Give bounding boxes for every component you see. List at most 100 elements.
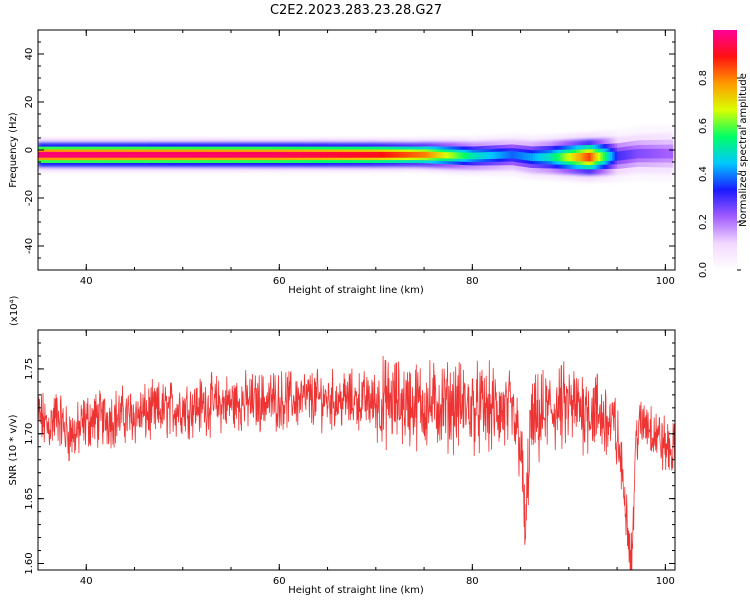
spectrogram-cell [527,153,531,161]
spectrogram-cell [535,153,539,162]
spectrogram-y-tick-label: 20 [24,96,35,109]
spectrogram-cell [465,152,469,160]
spectrogram-cell [585,152,589,162]
spectrogram-cell [395,151,399,158]
spectrogram-cell [180,151,184,158]
spectrogram-cell [566,153,570,162]
spectrogram-cell [641,148,645,159]
spectrogram-cell [457,152,461,159]
spectrogram-cell [317,151,321,158]
colorbar-gradient [713,30,737,270]
spectrogram-cell [549,153,553,162]
colorbar: 0.0 0.2 0.4 0.6 0.8 Normalized spectral ampl… [698,30,749,278]
snr-x-axis-label: Height of straight line (km) [288,585,424,596]
spectrogram-cell [351,151,355,158]
spectrogram-cell [397,151,401,158]
colorbar-tick-label: 0.6 [698,118,709,134]
spectrogram-cell [518,151,522,160]
spectrogram-cell [354,151,358,158]
spectrogram-cell [221,151,225,158]
spectrogram-cell [288,151,292,158]
spectrogram-cell [387,151,391,158]
colorbar-ticks: 0.0 0.2 0.4 0.6 0.8 [698,70,741,278]
spectrogram-cell [455,152,459,159]
snr-y-tick-label: 1.70 [24,423,35,445]
snr-y-tick-label: 1.65 [24,488,35,510]
spectrogram-cell [52,151,56,158]
spectrogram-cell [477,152,481,160]
spectrogram-cell [366,151,370,158]
spectrogram-cell [165,151,169,158]
spectrogram-cell [629,149,633,160]
spectrogram-cell [315,151,319,158]
spectrogram-cell [38,151,42,158]
spectrogram-cell [57,151,61,158]
spectrogram-cell [267,151,271,158]
spectrogram-cell [310,151,314,158]
spectrogram-cell [660,148,664,159]
spectrogram-cell [161,151,165,158]
spectrogram-cell [112,151,116,158]
spectrogram-cell [308,151,312,158]
spectrogram-cell [98,151,102,158]
spectrogram-cell [303,151,307,158]
spectrogram-cell [156,151,160,158]
spectrogram-cell [544,153,548,162]
spectrogram-cell [276,151,280,158]
spectrogram-cell [95,151,99,158]
spectrogram-cell [547,153,551,162]
colorbar-tick-label: 0.8 [698,70,709,86]
snr-y-ticks: 1.60 1.65 1.70 1.75 [24,342,675,575]
spectrogram-cell [407,151,411,158]
snr-x-tick-label: 60 [273,576,286,587]
spectrogram-cell [204,151,208,158]
spectrogram-cell [636,148,640,159]
spectrogram-cell [86,151,90,158]
spectrogram-cell [202,151,206,158]
spectrogram-cell [600,152,604,162]
spectrogram-cell [240,151,244,158]
spectrogram-cell [272,151,276,158]
spectrogram-cell [231,151,235,158]
spectrogram-cell [633,149,637,159]
spectrogram-cell [643,148,647,159]
snr-series-line [38,355,675,570]
spectrogram-cell [264,151,268,158]
spectrogram-cell [298,151,302,158]
spectrogram-cell [146,151,150,158]
spectrogram-cell [508,151,512,159]
spectrogram-cell [356,151,360,158]
spectrogram-cell [522,152,527,161]
spectrogram-cell [595,152,599,162]
spectrogram-cell [228,151,232,158]
spectrogram-cell [414,151,418,158]
spectrogram-cell [66,151,70,158]
spectrogram-cell [293,151,297,158]
spectrogram-cell [100,151,104,158]
spectrogram-cell [329,151,333,158]
spectrogram-cell [564,153,568,162]
spectrogram-cell [274,151,278,158]
spectrogram-x-tick-label: 60 [273,276,286,287]
spectrogram-cell [79,151,83,158]
spectrogram-cell [74,151,78,158]
spectrogram-cell [218,151,222,158]
spectrogram-x-tick-label: 100 [656,276,675,287]
spectrogram-cell [638,148,642,159]
spectrogram-cell [525,152,529,161]
spectrogram-cell [286,151,290,158]
spectrogram-cell [436,152,440,159]
spectrogram-cell [320,151,324,158]
spectrogram-cell [602,152,606,161]
spectrogram-cell [62,151,66,158]
spectrogram-cell [665,148,669,159]
spectrogram-cell [305,151,309,158]
spectrogram-cell [226,151,230,158]
spectrogram-cell [129,151,133,158]
spectrogram-cell [107,151,111,158]
spectrogram-cell [93,151,97,158]
spectrogram-cell [438,152,442,159]
spectrogram-cell [469,152,473,160]
spectrogram-cell [431,151,435,158]
spectrogram-cell [238,151,242,158]
